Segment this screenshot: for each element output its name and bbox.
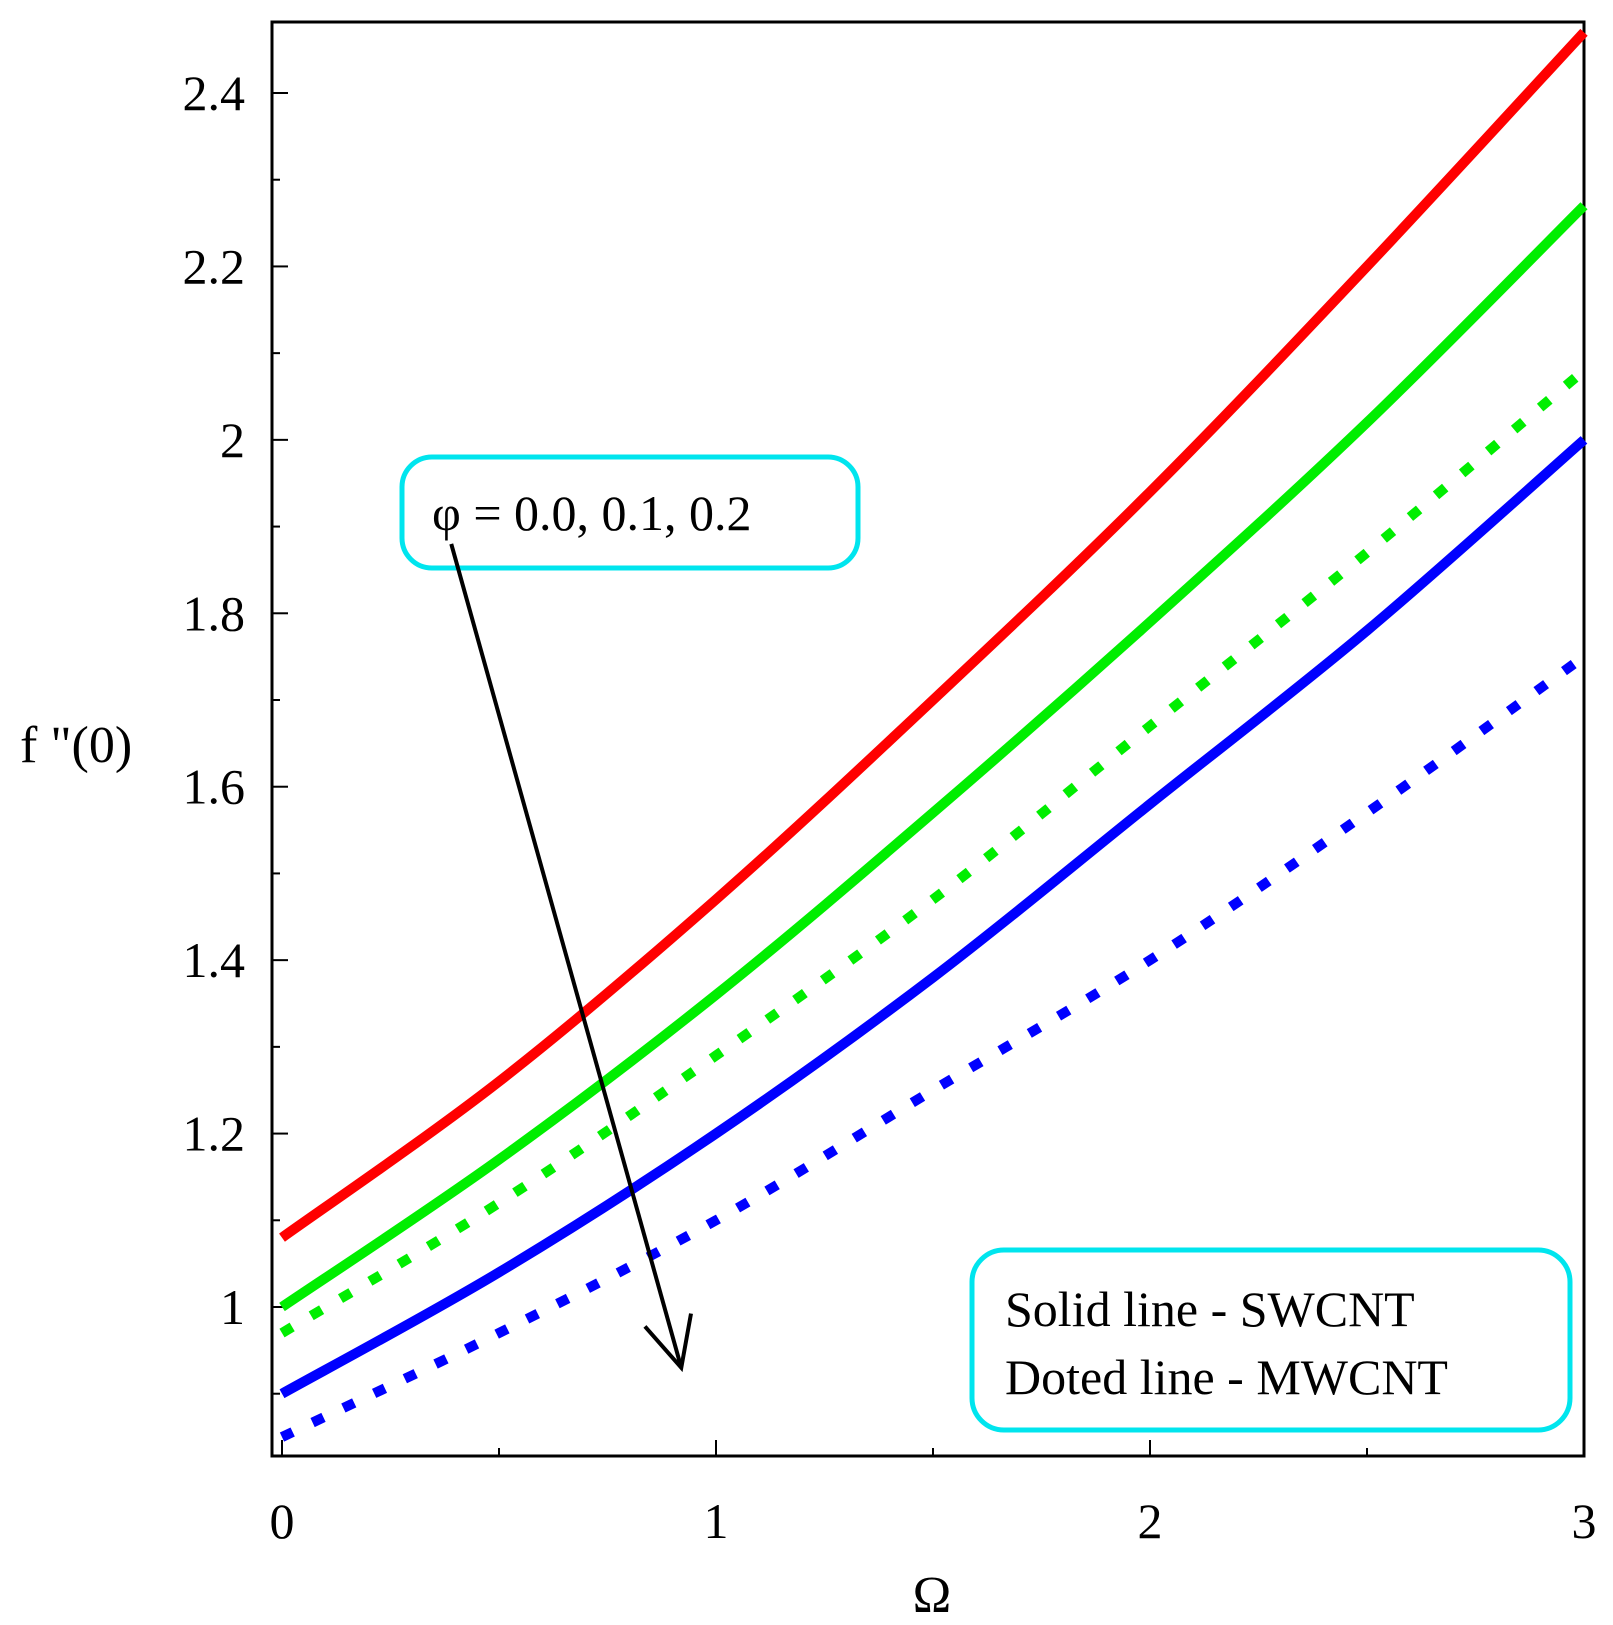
- y-tick-label: 2.4: [183, 65, 246, 121]
- y-tick-label: 1: [220, 1279, 245, 1335]
- y-tick-label: 2: [220, 412, 245, 468]
- x-tick-label: 3: [1572, 1493, 1597, 1549]
- phi-annotation: φ = 0.0, 0.1, 0.2: [399, 454, 861, 1373]
- series-line-0: [279, 28, 1588, 1242]
- y-axis-ticks: 1 1.2 1.4 1.6 1.8 2 2.2 2.4: [183, 65, 288, 1395]
- legend: Solid line - SWCNT Doted line - MWCNT: [969, 1247, 1573, 1433]
- phi-annotation-box: [399, 454, 861, 571]
- series-layer: [279, 28, 1588, 1442]
- phi-arrow-head: [643, 1313, 693, 1373]
- phi-annotation-text: φ = 0.0, 0.1, 0.2: [432, 485, 752, 541]
- y-tick-label: 1.8: [183, 585, 246, 641]
- legend-entry-dotted: Doted line - MWCNT: [1005, 1349, 1448, 1405]
- series-line-1: [279, 202, 1588, 1312]
- phi-arrow-line: [449, 543, 684, 1369]
- x-tick-label: 0: [270, 1493, 295, 1549]
- series-line-2: [279, 366, 1588, 1338]
- plot-area: [270, 20, 1586, 1458]
- series-line-4: [279, 652, 1587, 1442]
- y-tick-label: 2.2: [183, 238, 246, 294]
- series-line-3: [279, 436, 1588, 1399]
- legend-box: [969, 1247, 1573, 1433]
- y-tick-label: 1.6: [183, 759, 246, 815]
- y-tick-label: 1.4: [183, 932, 246, 988]
- y-tick-label: 1.2: [183, 1106, 246, 1162]
- x-tick-label: 1: [704, 1493, 729, 1549]
- x-axis-title: Ω: [913, 1567, 952, 1624]
- y-axis-title: f "(0): [20, 717, 132, 774]
- x-axis-ticks: 0 1 2 3: [270, 1440, 1597, 1549]
- x-tick-label: 2: [1138, 1493, 1163, 1549]
- legend-entry-solid: Solid line - SWCNT: [1005, 1281, 1415, 1337]
